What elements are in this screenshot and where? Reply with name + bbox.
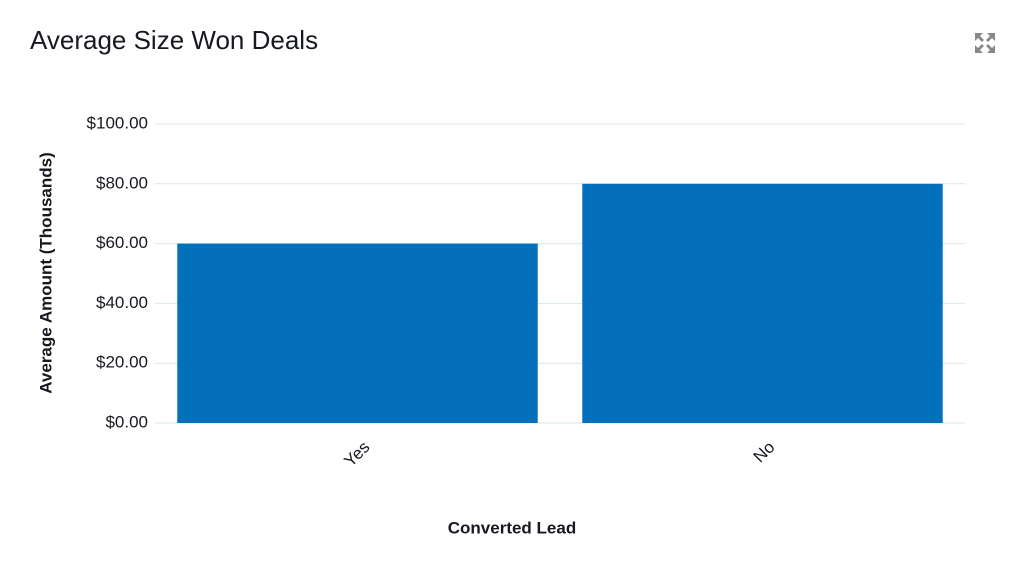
y-tick-label: $40.00: [96, 293, 148, 312]
y-tick-label: $80.00: [96, 173, 148, 192]
y-tick-label: $100.00: [87, 113, 148, 132]
bar: [177, 243, 538, 423]
x-tick-label: No: [750, 438, 779, 467]
bar: [582, 183, 943, 423]
y-tick-label: $0.00: [105, 412, 148, 431]
x-axis-title: Converted Lead: [448, 518, 576, 537]
expand-icon[interactable]: [975, 33, 995, 53]
y-tick-label: $60.00: [96, 233, 148, 252]
y-tick-label: $20.00: [96, 353, 148, 372]
chart-title: Average Size Won Deals: [30, 25, 318, 55]
y-axis-title: Average Amount (Thousands): [36, 152, 55, 393]
x-tick-label: Yes: [340, 438, 373, 471]
